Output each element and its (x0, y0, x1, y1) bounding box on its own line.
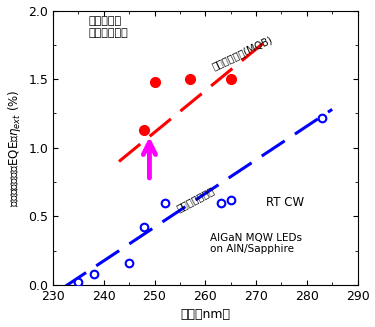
Y-axis label: 外部量子効率（EQE）$\eta_{ext}$ (%): 外部量子効率（EQE）$\eta_{ext}$ (%) (6, 89, 22, 207)
Text: RT CW: RT CW (266, 196, 305, 209)
Text: 多重量子障壁(MQB): 多重量子障壁(MQB) (210, 34, 274, 71)
X-axis label: 波長（nm）: 波長（nm） (180, 308, 230, 321)
Text: AlGaN MQW LEDs
on AlN/Sapphire: AlGaN MQW LEDs on AlN/Sapphire (210, 233, 302, 254)
Text: さらに変調
バリアを導入: さらに変調 バリアを導入 (88, 16, 128, 38)
Text: シングルバリア: シングルバリア (175, 185, 216, 213)
